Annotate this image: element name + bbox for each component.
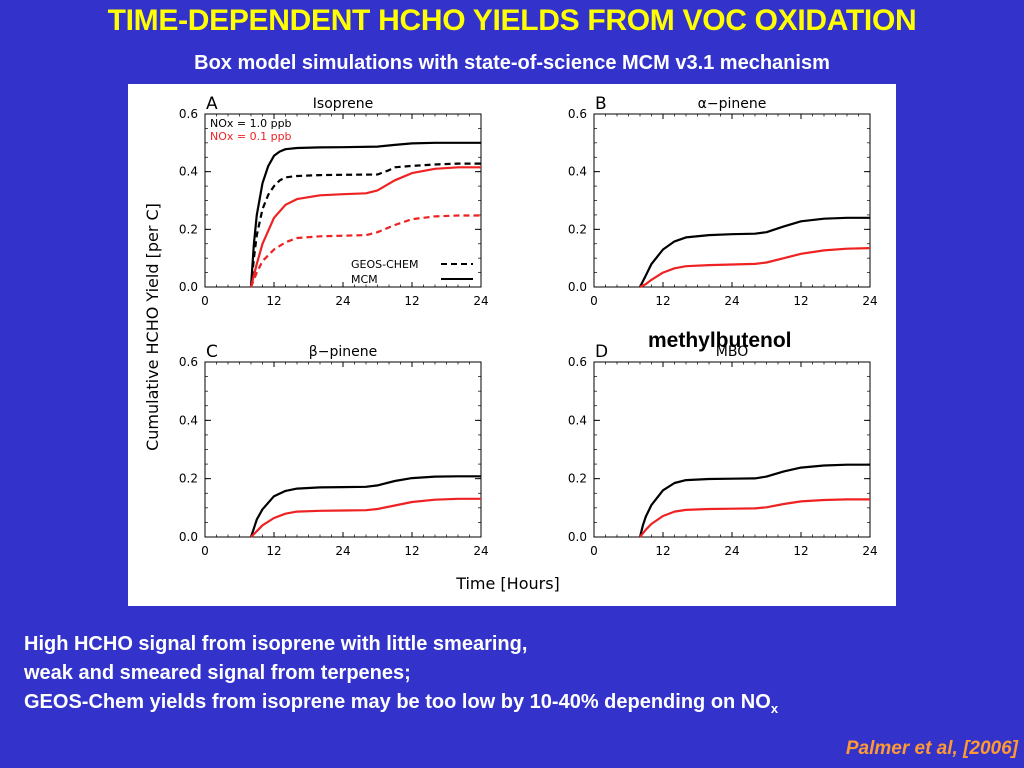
x-tick-label: 24 (862, 294, 877, 308)
y-tick-label: 0.0 (568, 530, 587, 544)
x-tick-label: 12 (404, 294, 419, 308)
legend-model-entry: MCM (351, 273, 378, 286)
panel-letter: B (595, 94, 607, 114)
y-tick-label: 0.4 (179, 165, 198, 179)
x-tick-label: 0 (590, 544, 598, 558)
legend-nox-entry: NOx = 1.0 ppb (210, 117, 292, 130)
y-tick-label: 0.4 (568, 413, 587, 427)
figure-svg: 0 12 24 12 24 0.0 0.2 0.4 0.6 A Isoprene NOx = 1.0 … (143, 94, 878, 593)
legend-model-entry: GEOS-CHEM (351, 258, 418, 271)
y-tick-label: 0.4 (568, 165, 587, 179)
summary-line-1: High HCHO signal from isoprene with litt… (24, 633, 528, 655)
series-line (249, 162, 481, 288)
x-tick-label: 24 (862, 544, 877, 558)
x-tick-label: 12 (655, 544, 670, 558)
y-tick-label: 0.2 (179, 472, 198, 486)
slide-subtitle: Box model simulations with state-of-scie… (194, 52, 830, 74)
summary-line-2: weak and smeared signal from terpenes; (24, 662, 411, 684)
summary-line-3-subscript: x (770, 701, 779, 716)
y-tick-label: 0.0 (179, 530, 198, 544)
y-axis-label: Cumulative HCHO Yield [per C] (143, 203, 162, 451)
series-line (249, 166, 481, 288)
panel-letter: A (206, 94, 218, 114)
summary-line-3-text: GEOS-Chem yields from isoprene may be to… (24, 691, 771, 713)
x-tick-label: 12 (655, 294, 670, 308)
panel-title: Isoprene (313, 96, 373, 112)
panel-letter: D (595, 342, 608, 362)
y-tick-label: 0.6 (568, 355, 587, 369)
x-tick-label: 12 (793, 544, 808, 558)
overlay-label-methylbutenol: methylbutenol (648, 329, 792, 352)
series-line (249, 214, 481, 288)
y-tick-label: 0.2 (568, 472, 587, 486)
y-tick-label: 0.6 (568, 107, 587, 121)
slide-title: TIME-DEPENDENT HCHO YIELDS FROM VOC OXID… (107, 4, 917, 37)
x-tick-label: 12 (266, 294, 281, 308)
x-tick-label: 24 (335, 294, 350, 308)
x-tick-label: 24 (473, 544, 488, 558)
series-line (638, 463, 870, 538)
y-tick-label: 0.6 (179, 355, 198, 369)
x-tick-label: 12 (404, 544, 419, 558)
series-line (249, 141, 481, 288)
x-tick-label: 0 (201, 294, 209, 308)
x-tick-label: 24 (724, 544, 739, 558)
panel-title: MBO (716, 344, 748, 360)
y-tick-label: 0.4 (179, 413, 198, 427)
y-tick-label: 0.6 (179, 107, 198, 121)
series-line (639, 216, 870, 288)
legend-nox-entry: NOx = 0.1 ppb (210, 130, 292, 143)
plot-frame (593, 113, 871, 288)
plot-frame (593, 361, 871, 538)
x-tick-label: 24 (473, 294, 488, 308)
y-tick-label: 0.0 (568, 280, 587, 294)
y-tick-label: 0.2 (179, 222, 198, 236)
x-tick-label: 0 (201, 544, 209, 558)
panel-title: β−pinene (309, 344, 377, 360)
x-axis-label: Time [Hours] (455, 574, 560, 593)
x-tick-label: 12 (793, 294, 808, 308)
panel-letter: C (206, 342, 218, 362)
series-line (250, 497, 481, 538)
series-line (639, 247, 871, 288)
chart-panel-a: 0 12 24 12 24 0.0 0.2 0.4 0.6 A Isoprene NOx = 1.0 … (179, 94, 489, 308)
x-tick-label: 24 (335, 544, 350, 558)
summary-line-3: GEOS-Chem yields from isoprene may be to… (24, 688, 778, 723)
series-line (639, 498, 870, 538)
panel-title: α−pinene (698, 96, 767, 112)
summary-text: High HCHO signal from isoprene with litt… (24, 630, 778, 723)
x-tick-label: 12 (266, 544, 281, 558)
x-tick-label: 0 (590, 294, 598, 308)
figure-panel: 0 12 24 12 24 0.0 0.2 0.4 0.6 A Isoprene NOx = 1.0 … (128, 84, 896, 606)
x-tick-label: 24 (724, 294, 739, 308)
y-tick-label: 0.2 (568, 222, 587, 236)
chart-panel-d: 0 12 24 12 24 0.0 0.2 0.4 0.6 D MBO (568, 342, 878, 558)
citation: Palmer et al, [2006] (845, 738, 1018, 759)
series-line (249, 475, 481, 538)
y-tick-label: 0.0 (179, 280, 198, 294)
